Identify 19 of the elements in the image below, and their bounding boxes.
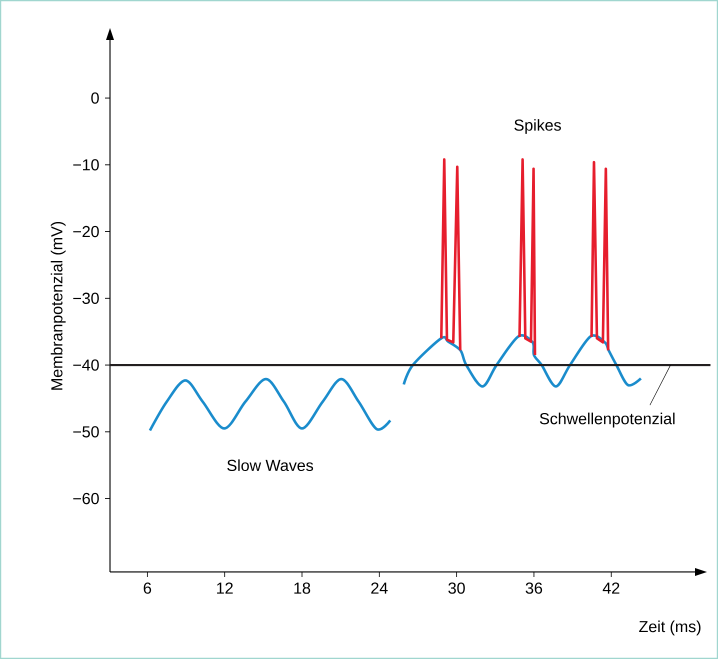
x-tick-label: 24: [371, 582, 388, 594]
y-tick-label: −30: [73, 292, 99, 304]
ref-line-label: Schwellenpotenzial: [540, 412, 675, 428]
x-tick-label: 12: [217, 582, 233, 594]
x-tick-label: 18: [294, 582, 310, 594]
x-tick-label: 36: [526, 582, 542, 594]
y-tick-label: −20: [73, 226, 99, 238]
y-tick-label: 0: [91, 92, 99, 104]
x-tick-label: 42: [602, 582, 620, 594]
y-tick-label: −60: [73, 492, 99, 504]
y-axis-title: Membranpotenzial (mV): [50, 222, 66, 390]
series-label: Slow Waves: [227, 459, 314, 472]
x-tick-label: 30: [448, 582, 465, 594]
x-tick-label: 6: [144, 582, 152, 594]
series-label: Spikes: [514, 119, 561, 134]
y-tick-label: −10: [73, 159, 99, 170]
y-tick-label: −50: [73, 426, 99, 438]
y-tick-label: −40: [73, 359, 99, 371]
x-axis-title: Zeit (ms): [639, 620, 700, 636]
